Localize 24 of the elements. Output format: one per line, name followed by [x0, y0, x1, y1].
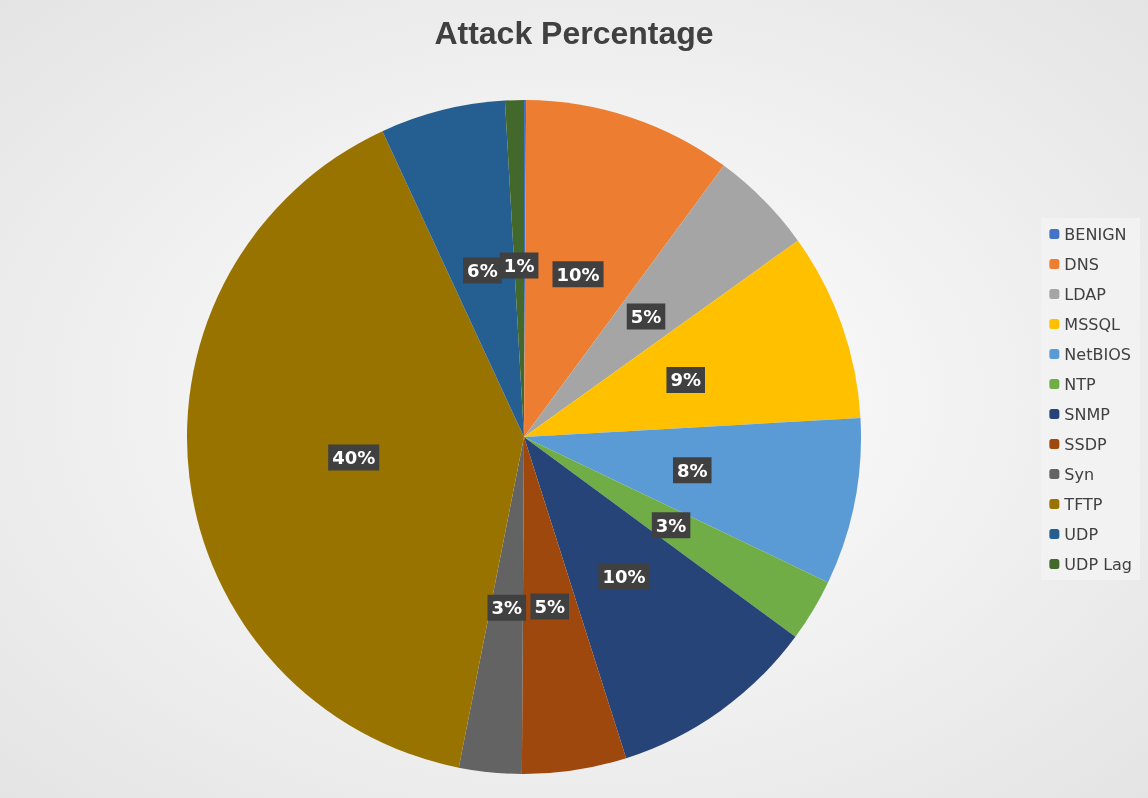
- legend-label: NetBIOS: [1064, 344, 1131, 364]
- data-label: 6%: [467, 260, 498, 282]
- data-label: 3%: [491, 597, 523, 619]
- data-label: 1%: [503, 255, 535, 277]
- legend-label: Syn: [1064, 464, 1095, 484]
- data-label: 40%: [332, 446, 376, 468]
- legend-label: UDP Lag: [1064, 554, 1132, 574]
- legend-label: MSSQL: [1064, 314, 1121, 334]
- data-label: 5%: [630, 306, 662, 327]
- data-label: 10%: [602, 565, 646, 587]
- legend-label: TFTP: [1063, 494, 1103, 514]
- legend-label: NTP: [1064, 374, 1097, 394]
- legend-label: DNS: [1064, 254, 1099, 274]
- data-label: 3%: [655, 514, 687, 536]
- data-label: 8%: [676, 459, 708, 481]
- data-label: 5%: [534, 596, 566, 618]
- legend-label: UDP: [1064, 524, 1099, 544]
- legend-label: SSDP: [1064, 434, 1107, 454]
- data-label: 10%: [556, 263, 600, 285]
- chart-title: Attack Percentage: [434, 15, 714, 51]
- legend-label: LDAP: [1064, 284, 1107, 304]
- legend-label: BENIGN: [1064, 224, 1127, 244]
- legend-label: SNMP: [1064, 404, 1111, 424]
- data-label: 9%: [670, 369, 701, 391]
